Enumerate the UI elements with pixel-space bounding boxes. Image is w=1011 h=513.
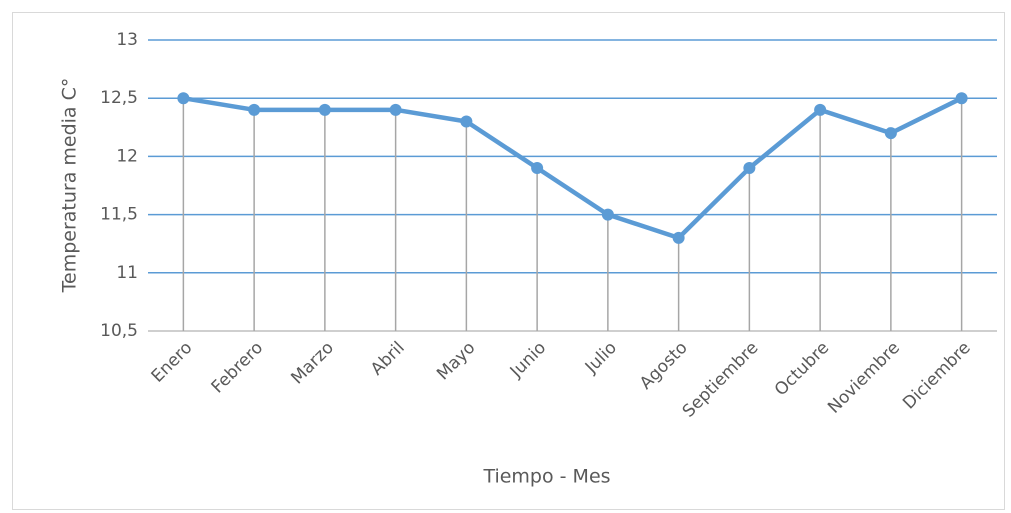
y-tick-label: 11,5 bbox=[100, 205, 138, 225]
data-point bbox=[248, 103, 261, 116]
data-point bbox=[601, 208, 614, 221]
data-point bbox=[531, 162, 544, 175]
y-tick-label: 13 bbox=[116, 30, 138, 50]
data-point bbox=[884, 127, 897, 140]
y-tick-label: 12,5 bbox=[100, 88, 138, 108]
x-axis-label: Tiempo - Mes bbox=[482, 466, 610, 488]
data-point bbox=[318, 103, 331, 116]
y-axis-label: Temperatura media C° bbox=[59, 78, 81, 294]
data-point bbox=[955, 92, 968, 105]
data-point bbox=[743, 162, 756, 175]
chart-border bbox=[12, 12, 1005, 510]
data-point bbox=[177, 92, 190, 105]
data-point bbox=[389, 103, 402, 116]
y-tick-label: 12 bbox=[116, 146, 138, 166]
data-point bbox=[460, 115, 473, 128]
data-point bbox=[814, 103, 827, 116]
data-line bbox=[183, 95, 963, 241]
y-tick-label: 11 bbox=[116, 263, 138, 283]
data-point bbox=[672, 231, 685, 244]
y-tick-label: 10,5 bbox=[100, 321, 138, 341]
